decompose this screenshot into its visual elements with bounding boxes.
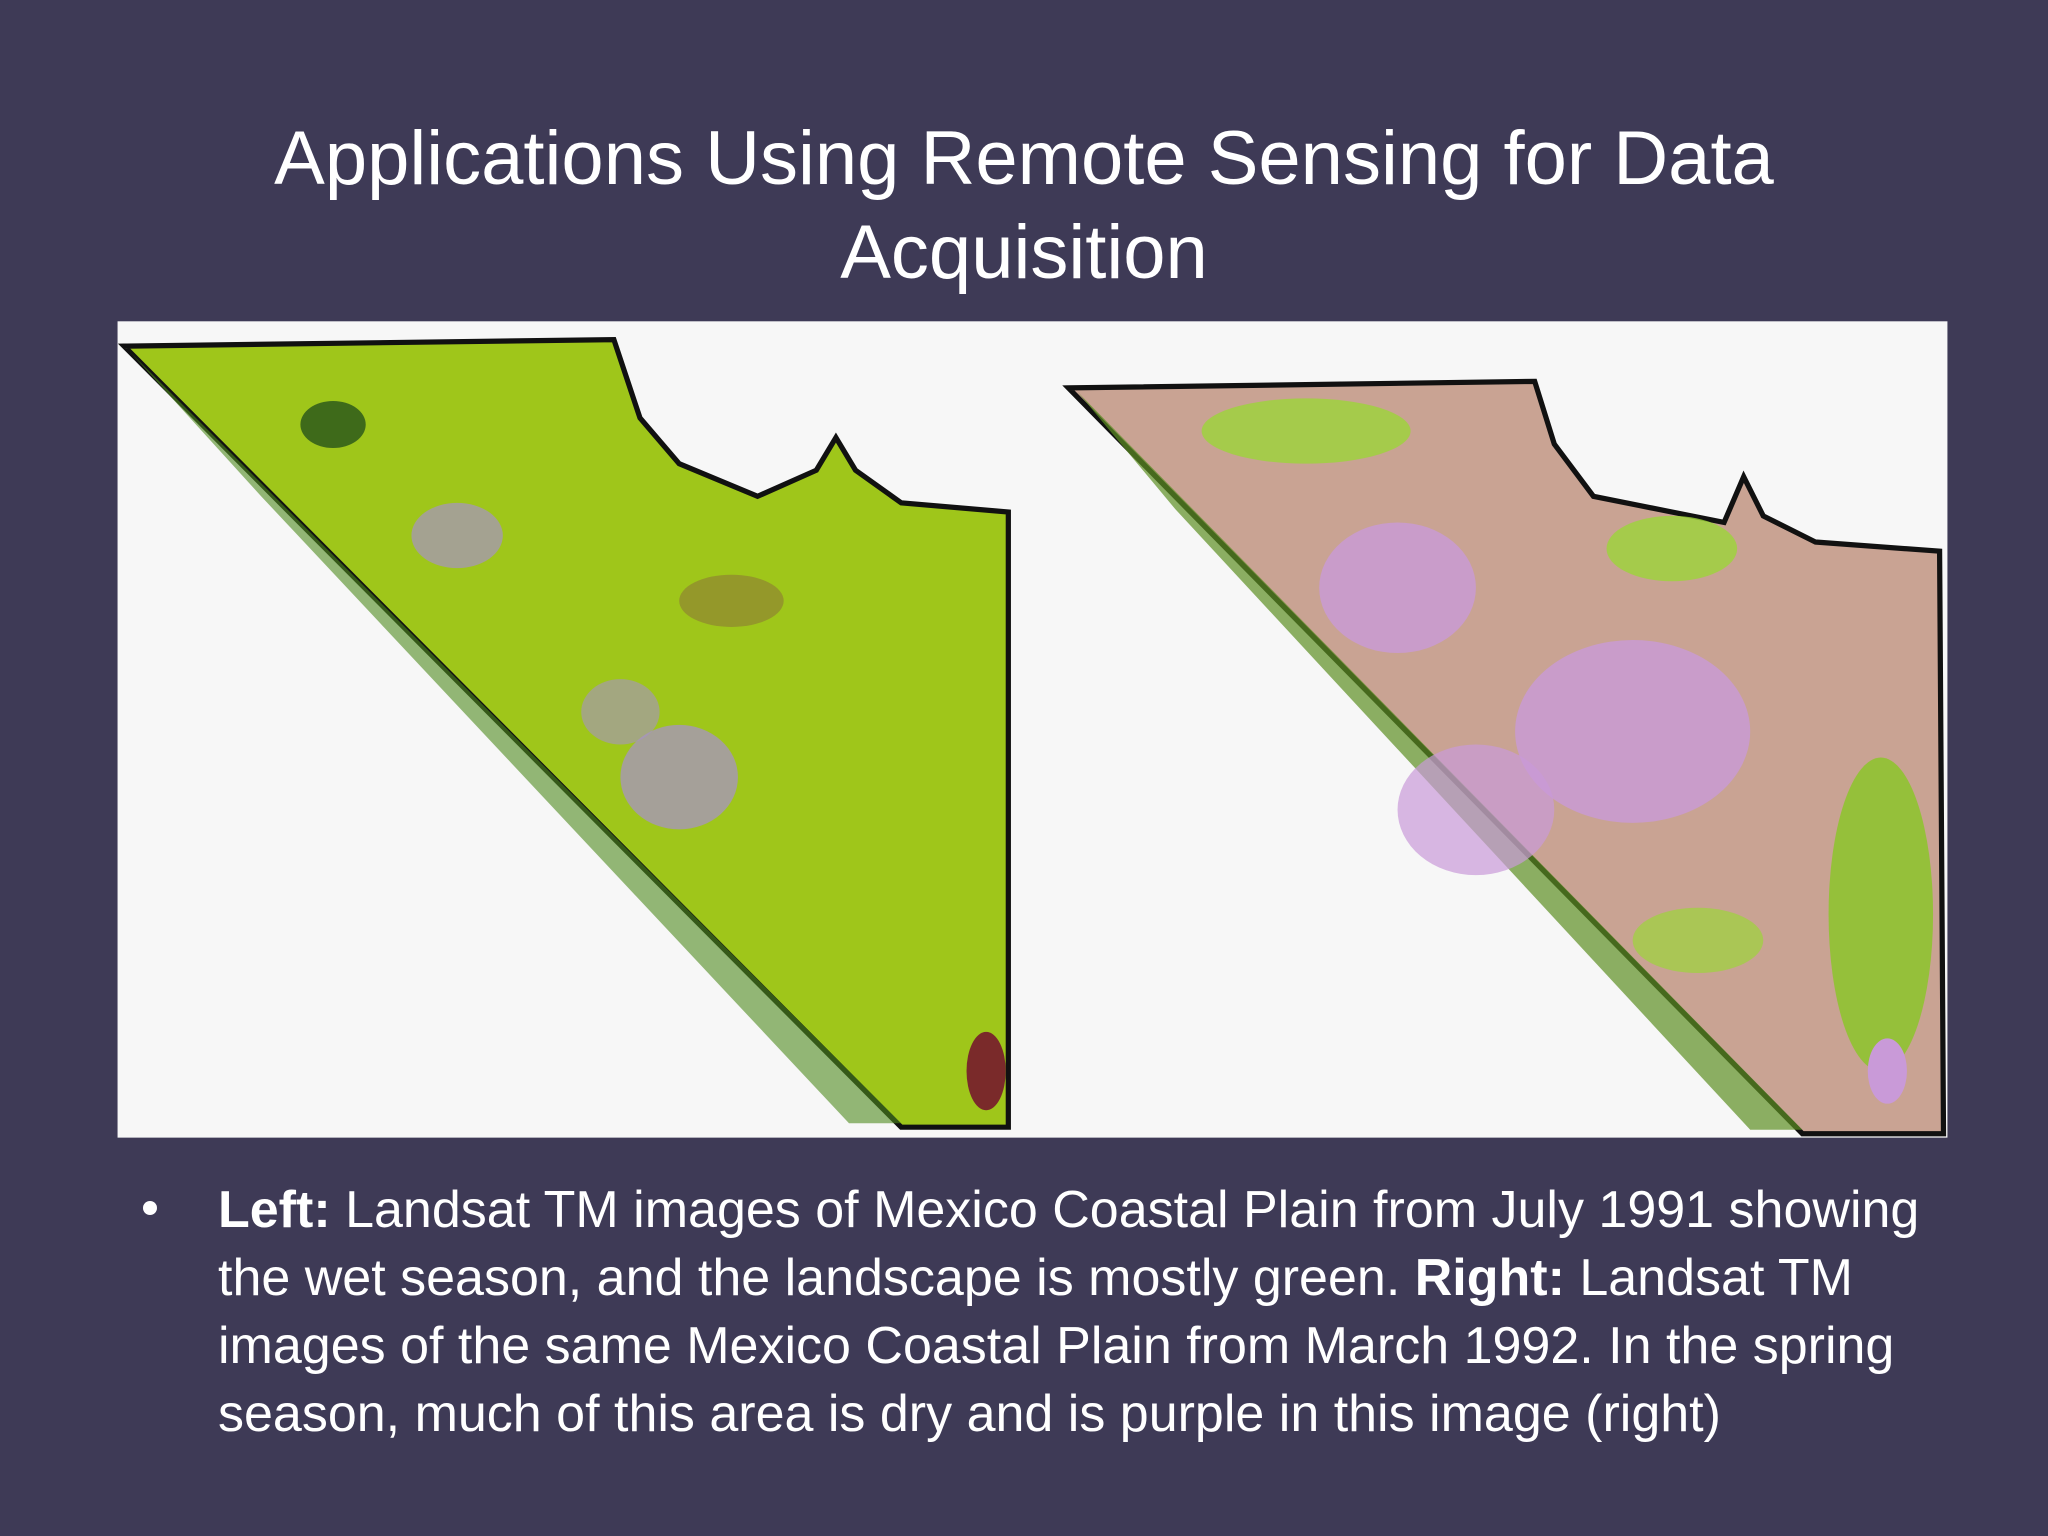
right-map <box>1062 378 1947 1137</box>
bullet-marker <box>143 1201 157 1215</box>
right-text: Landsat TM images of the same Mexico Coa… <box>218 1249 1895 1443</box>
slide-title: Applications Using Remote Sensing for Da… <box>274 116 1774 295</box>
left-label: Left: <box>218 1181 331 1239</box>
left-map <box>117 336 1011 1130</box>
right-label: Right: <box>1414 1249 1565 1307</box>
bullet-text: Left: Landsat TM images of Mexico Coasta… <box>218 1176 1938 1448</box>
left-text: Landsat TM images of Mexico Coastal Plai… <box>218 1181 1920 1307</box>
